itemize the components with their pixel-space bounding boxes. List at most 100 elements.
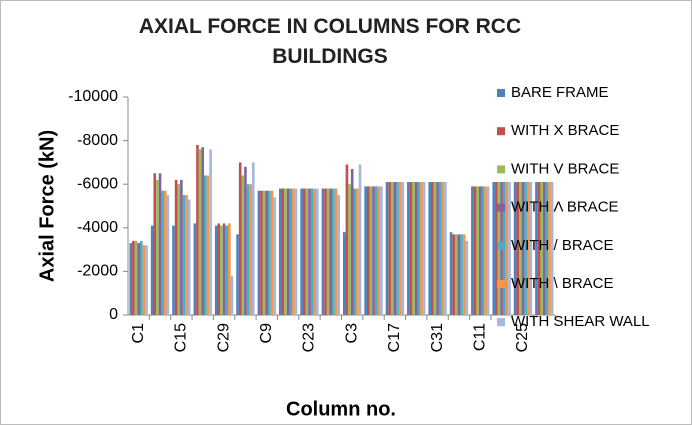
- legend-label: WITH SHEAR WALL: [511, 313, 650, 330]
- bar: [436, 182, 439, 315]
- bar: [201, 147, 205, 315]
- y-tick-label: -4000: [77, 219, 118, 236]
- bar: [217, 223, 221, 315]
- bar: [300, 188, 303, 315]
- bar: [444, 182, 447, 315]
- bar: [305, 188, 309, 315]
- bar: [326, 188, 330, 315]
- bar: [278, 188, 282, 315]
- bar: [438, 182, 442, 315]
- bar: [244, 166, 247, 315]
- bar: [225, 225, 229, 315]
- x-tick-label: C3: [343, 323, 360, 344]
- y-tick-label: -10000: [68, 88, 118, 105]
- bar: [513, 182, 517, 315]
- bar: [348, 184, 351, 315]
- bar: [543, 182, 546, 315]
- legend-swatch: [497, 318, 505, 327]
- bar: [495, 182, 498, 315]
- bar: [142, 245, 146, 315]
- bar: [535, 182, 538, 315]
- bar: [398, 182, 402, 315]
- bar: [321, 188, 325, 315]
- x-tick-label: C25: [514, 323, 531, 352]
- bar: [374, 186, 378, 315]
- bar: [390, 182, 394, 315]
- bar: [145, 245, 148, 315]
- legend-swatch: [497, 127, 505, 136]
- bar: [198, 149, 202, 315]
- y-tick-label: 0: [109, 306, 118, 323]
- legend-label: WITH / BRACE: [511, 237, 614, 254]
- bar: [372, 186, 375, 315]
- bar: [473, 186, 477, 315]
- bar: [462, 234, 466, 315]
- bar: [337, 195, 341, 315]
- bar: [209, 149, 212, 315]
- bar: [492, 182, 496, 315]
- x-tick-label: C9: [258, 323, 275, 344]
- y-tick-label: -2000: [77, 263, 118, 280]
- bar: [166, 195, 170, 315]
- bar: [519, 182, 522, 315]
- bar: [302, 188, 306, 315]
- bar: [521, 182, 525, 315]
- legend-label: WITH Λ BRACE: [511, 199, 619, 216]
- bar: [476, 186, 479, 315]
- bar: [401, 182, 405, 315]
- bar: [350, 168, 354, 315]
- bar: [265, 190, 269, 315]
- bar: [273, 197, 276, 315]
- y-tick-label: -6000: [77, 175, 118, 192]
- bar: [364, 186, 367, 315]
- bar: [358, 164, 362, 315]
- bar: [548, 182, 551, 315]
- bar: [460, 234, 463, 315]
- bar: [286, 188, 290, 315]
- bar: [310, 188, 314, 315]
- bar: [366, 186, 370, 315]
- bar: [241, 175, 245, 315]
- bar: [545, 182, 549, 315]
- bar: [313, 188, 317, 315]
- bar: [153, 173, 157, 315]
- bar: [187, 199, 191, 315]
- bar: [257, 190, 261, 315]
- bar: [220, 225, 223, 315]
- x-tick-label: C23: [301, 323, 318, 352]
- bar: [417, 182, 421, 315]
- bar: [454, 234, 458, 315]
- bar: [185, 195, 188, 315]
- bar: [249, 184, 252, 315]
- bar: [409, 182, 413, 315]
- legend-label: WITH \ BRACE: [511, 275, 614, 292]
- bar: [228, 223, 231, 315]
- bar: [393, 182, 397, 315]
- bar: [251, 162, 255, 315]
- legend-swatch: [497, 165, 505, 174]
- bar: [172, 225, 175, 315]
- bar: [294, 188, 298, 315]
- bar: [236, 234, 239, 315]
- bar: [526, 182, 530, 315]
- bar: [377, 186, 381, 315]
- bar: [396, 182, 399, 315]
- bar: [139, 240, 143, 315]
- legend-swatch: [497, 203, 505, 212]
- x-tick-label: C29: [215, 323, 232, 352]
- bar: [268, 190, 271, 315]
- bar: [388, 182, 391, 315]
- bar: [156, 179, 159, 315]
- bar: [508, 182, 511, 315]
- bar: [196, 144, 199, 315]
- bar: [505, 182, 509, 315]
- bar: [380, 186, 383, 315]
- bar: [540, 182, 544, 315]
- bar: [422, 182, 426, 315]
- bar: [481, 186, 485, 315]
- bar: [334, 188, 338, 315]
- bar: [308, 188, 311, 315]
- bar: [342, 232, 346, 315]
- bar: [324, 188, 327, 315]
